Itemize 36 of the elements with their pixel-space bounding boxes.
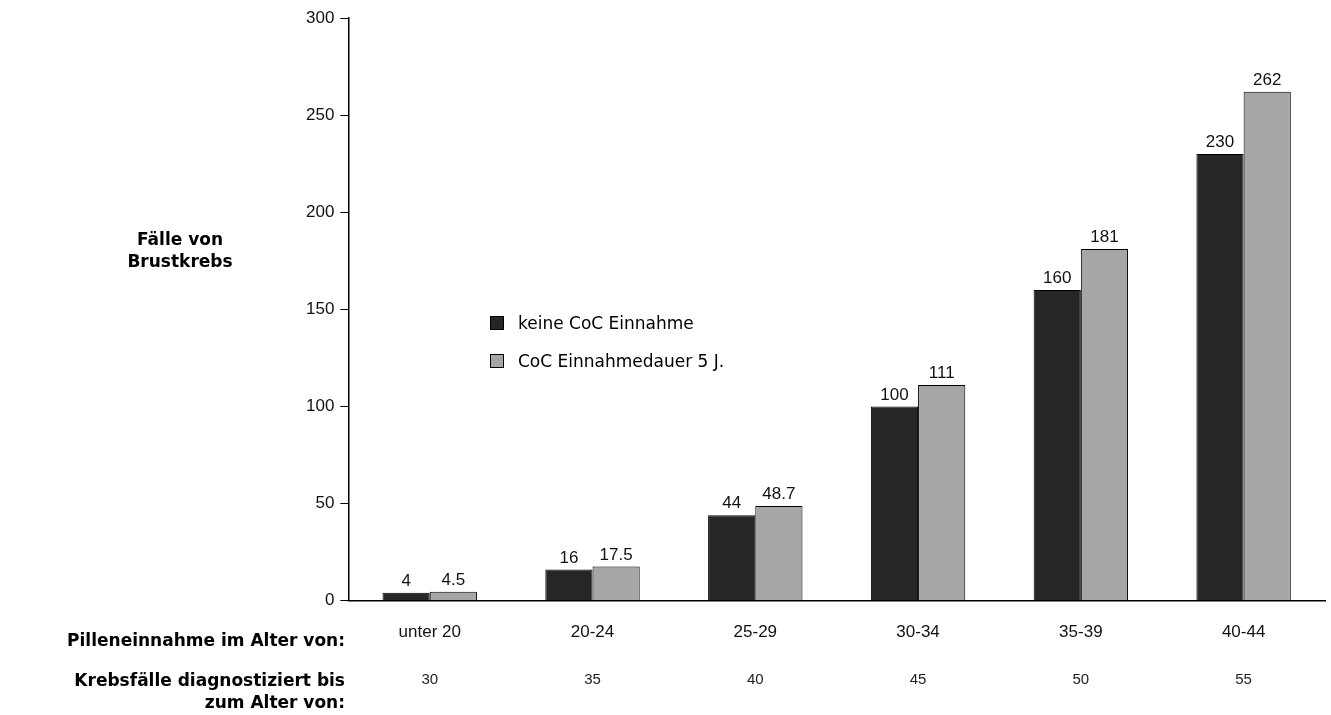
data-label: 100 <box>880 384 909 404</box>
x-tick-label: 40-44 <box>1221 622 1266 642</box>
text: 50 <box>1072 670 1090 688</box>
legend-label: keine CoC Einnahme <box>518 313 694 333</box>
x-tick-label: 20-24 <box>570 622 615 642</box>
data-label: 160 <box>1043 268 1072 288</box>
data-label: 4 <box>401 571 411 591</box>
text: Pilleneinnahme im Alter von: <box>66 629 345 651</box>
y-tick-label: 200 <box>305 201 335 221</box>
data-label: 48.7 <box>762 484 796 504</box>
data-label: 230 <box>1205 132 1235 152</box>
text: 35 <box>584 670 601 688</box>
data-label: 16 <box>559 547 579 567</box>
data-label: 262 <box>1253 69 1282 89</box>
y-axis-title: Fälle von Brustkrebs <box>126 228 234 272</box>
text: 45 <box>909 670 927 688</box>
y-tick-label: 150 <box>305 298 335 318</box>
data-label: 4.5 <box>441 570 466 590</box>
data-label: 181 <box>1090 227 1119 247</box>
text: Krebsfälle diagnostiziert bis zum Alter von: <box>73 669 345 713</box>
data-label: 17.5 <box>599 544 633 564</box>
y-tick-label: 0 <box>324 590 335 610</box>
text: 55 <box>1235 670 1252 688</box>
text: 40 <box>746 670 764 688</box>
x-tick-label: 25-29 <box>733 622 778 642</box>
y-tick-label: 50 <box>315 493 335 513</box>
y-tick-label: 250 <box>305 104 335 124</box>
text: 30 <box>421 670 439 688</box>
data-label: 44 <box>722 493 742 513</box>
data-label: 111 <box>928 363 955 383</box>
y-tick-label: 300 <box>305 7 335 27</box>
legend-label: CoC Einnahmedauer 5 J. <box>518 351 725 371</box>
x-tick-label: 35-39 <box>1059 622 1103 642</box>
x-tick-label: unter 20 <box>398 622 461 642</box>
y-tick-label: 100 <box>305 396 335 416</box>
x-tick-label: 30-34 <box>896 622 940 642</box>
